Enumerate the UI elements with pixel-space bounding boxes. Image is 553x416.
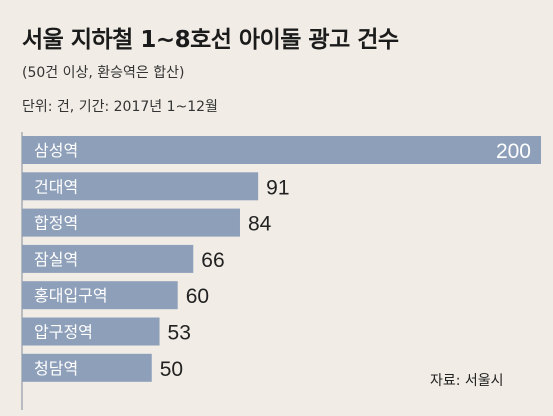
value-label: 53 [168, 322, 191, 345]
value-label: 60 [186, 285, 209, 308]
bar-4 [22, 244, 194, 273]
category-label: 합정역 [34, 214, 78, 233]
chart-title: 서울 지하철 1~8호선 아이돌 광고 건수 [22, 27, 399, 53]
bar-5 [22, 281, 178, 310]
category-label: 압구정역 [34, 323, 93, 342]
value-label: 66 [201, 249, 224, 272]
bar-7 [22, 353, 152, 382]
category-label: 건대역 [34, 177, 78, 196]
bar-3 [22, 208, 240, 237]
value-label: 91 [266, 176, 289, 199]
unit-note: 단위: 건, 기간: 2017년 1~12월 [22, 99, 218, 115]
category-label: 홍대입구역 [34, 286, 108, 305]
bar-6 [22, 317, 160, 346]
category-label: 잠실역 [34, 250, 78, 269]
value-label: 200 [496, 140, 531, 163]
value-label: 50 [160, 358, 183, 381]
bar-2 [22, 172, 259, 201]
category-label: 청담역 [34, 359, 78, 378]
value-label: 84 [248, 213, 272, 236]
chart-subtitle: (50건 이상, 환승역은 합산) [22, 65, 185, 81]
bar-1 [22, 136, 541, 164]
source-note: 자료: 서울시 [430, 373, 504, 389]
category-label: 삼성역 [34, 141, 78, 160]
